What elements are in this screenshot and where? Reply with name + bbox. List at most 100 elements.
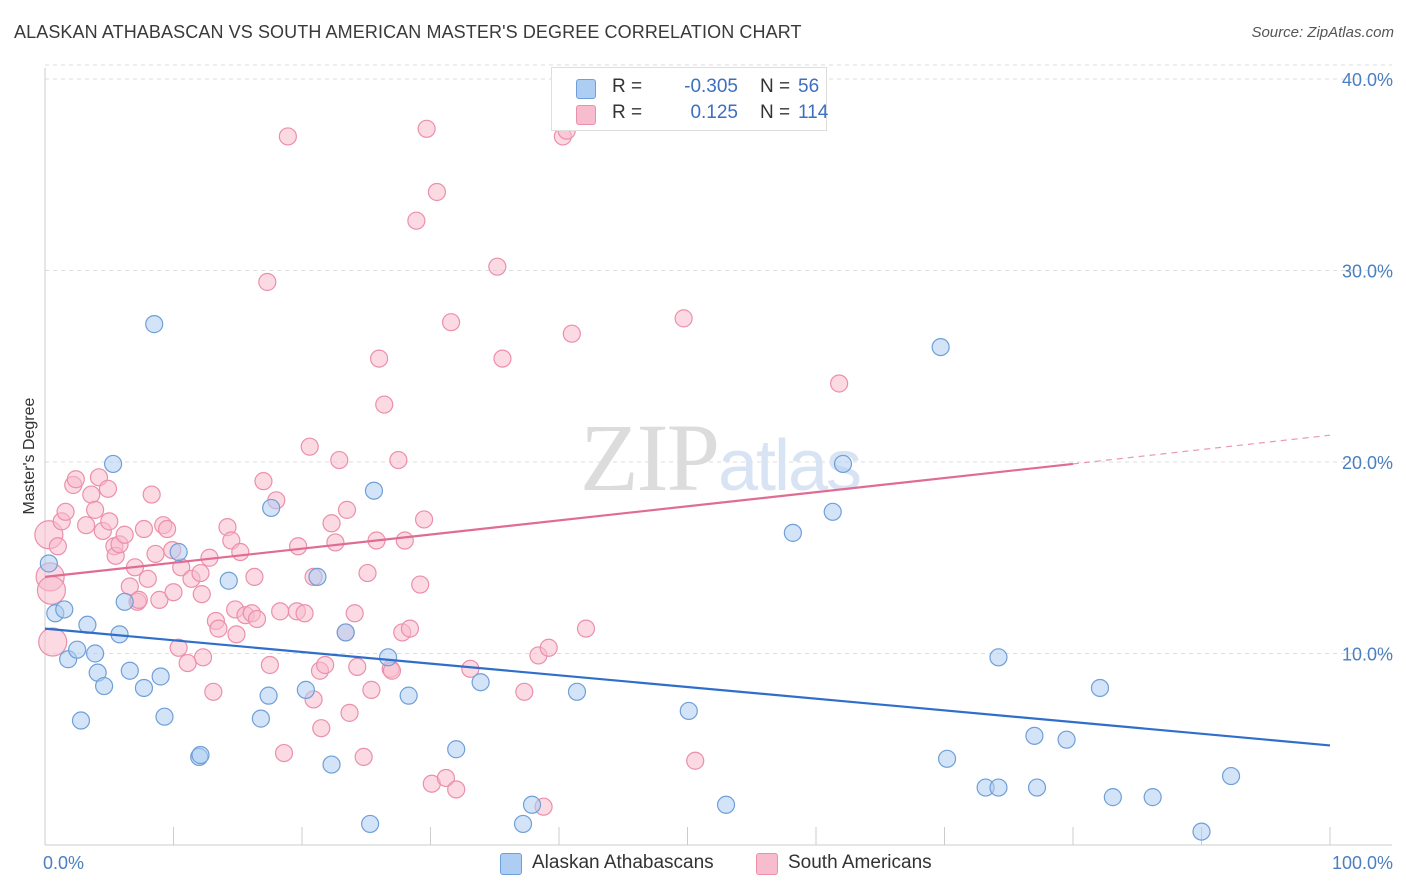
chart-title: ALASKAN ATHABASCAN VS SOUTH AMERICAN MAS… [14,22,802,42]
data-point [567,682,587,701]
data-point [258,272,277,292]
data-point [679,701,698,721]
bottom-legend-label: South Americans [788,852,932,873]
legend-n-value: 56 [798,76,820,97]
data-point [576,619,596,638]
data-point [251,709,270,728]
blue-swatch-icon [576,79,596,99]
data-point [259,686,278,705]
data-point [522,795,542,814]
data-point [358,563,377,583]
data-point [56,502,75,521]
chart-source: Source: ZipAtlas.com [1251,24,1394,41]
data-point [937,749,957,768]
data-point [823,502,842,521]
data-point [1057,730,1076,749]
data-point [48,537,67,556]
data-point [345,604,364,623]
data-point [254,472,273,491]
data-point [1143,788,1162,807]
data-point [931,338,950,357]
y-tick-label: 40.0% [1342,70,1393,90]
legend-r-value: 0.125 [690,102,738,123]
legend-n-label: N = [760,76,791,97]
data-point [674,309,693,328]
data-point [312,719,331,738]
data-point [193,648,213,667]
data-point [151,667,170,686]
bottom-legend-label: Alaskan Athabascans [532,852,714,873]
data-point [134,519,154,539]
data-point [830,374,849,393]
trend-line-south-american-extension [1072,434,1331,465]
data-point [245,567,264,587]
alaskan-athabascans-points [39,315,1241,841]
data-point [716,795,736,814]
data-point [336,623,355,642]
x-tick-label: 0.0% [43,853,84,873]
data-point [295,604,314,623]
data-point [389,450,408,470]
data-point [308,567,327,587]
data-point [169,638,188,657]
pink-swatch-icon [756,853,778,875]
data-point [78,615,97,634]
data-point [134,678,154,698]
data-point [231,542,250,562]
data-point [493,349,512,368]
data-point [38,627,68,657]
data-point [55,600,74,619]
data-point [77,516,96,535]
pink-swatch-icon [576,105,596,125]
data-point [1025,726,1044,745]
legend-r-label: R = [612,76,643,97]
gridlines [45,64,1392,654]
data-point [274,743,294,763]
data-point [337,500,357,519]
data-point [145,315,164,334]
data-point [562,324,581,343]
data-point [278,127,297,146]
y-axis-label: Master's Degree [21,397,38,514]
data-point [989,648,1008,667]
data-point [395,531,414,550]
data-point [407,211,426,230]
data-point [417,119,436,138]
data-point [178,653,197,673]
data-point [414,510,434,529]
data-point [86,644,105,663]
trend-line-alaskan [44,627,1331,747]
data-point [364,481,384,500]
data-point [1221,766,1241,786]
trend-lines [44,434,1331,747]
data-point [686,751,705,770]
data-point [1192,822,1211,841]
y-tick-label: 20.0% [1342,453,1393,473]
data-point [138,569,157,588]
blue-swatch-icon [500,853,522,875]
data-point [142,485,161,504]
data-point [120,661,139,680]
data-point [66,470,85,489]
data-point [86,500,105,519]
data-point [300,437,319,456]
data-point [191,745,210,765]
data-point [95,676,114,696]
legend-n-value: 114 [798,102,829,123]
data-point [427,182,447,202]
data-point [155,707,174,726]
data-point [1027,778,1047,797]
data-point [441,313,461,332]
data-point [227,625,246,644]
legend-row-south-american: R = 0.125 N = 114 [576,102,829,128]
data-point [204,682,223,701]
data-point [260,655,279,675]
data-point [362,680,381,699]
data-point [989,778,1008,797]
data-point [378,648,398,667]
data-point [436,768,456,788]
data-point [1090,678,1110,698]
data-point [98,479,118,498]
data-point [411,575,430,594]
data-point [399,686,418,705]
